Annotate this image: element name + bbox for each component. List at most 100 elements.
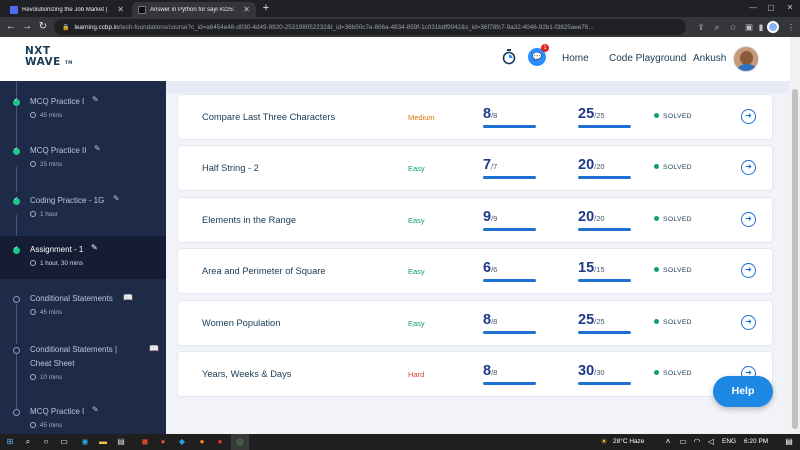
tray-chevron-icon[interactable]: ˄ <box>665 437 671 446</box>
nav-home-link[interactable]: Home <box>562 53 589 64</box>
points-max: /25 <box>594 317 605 326</box>
wifi-icon[interactable]: ◠ <box>693 437 701 446</box>
browser-tab-2[interactable]: Answer in Python for sayi #225: ✕ <box>132 2 256 17</box>
store-icon[interactable]: ▤ <box>117 437 125 446</box>
zoom-icon[interactable]: ⌕ <box>714 22 720 32</box>
office-icon[interactable]: ◼ <box>141 437 149 446</box>
maximize-icon[interactable]: ▢ <box>767 3 775 12</box>
solved-dot-icon <box>654 164 659 169</box>
file-explorer-icon[interactable]: ▬ <box>99 437 107 446</box>
new-tab-button[interactable]: + <box>262 2 270 14</box>
question-points: 30/30 <box>578 362 605 380</box>
sidebar-item-mcq-practice-1-b[interactable]: MCQ Practice I ✎ 45 mins <box>0 399 166 434</box>
sidebar-toggle-icon[interactable]: ▮ <box>758 22 764 32</box>
volume-icon[interactable]: ◁ <box>707 437 715 446</box>
status-badge: SOLVED <box>654 370 692 377</box>
open-question-arrow-icon[interactable]: ➜ <box>741 263 756 278</box>
question-points: 20/20 <box>578 208 605 226</box>
sidebar-item-label: MCQ Practice I <box>30 407 85 416</box>
minimize-icon[interactable]: — <box>749 3 757 12</box>
scrollbar-thumb[interactable] <box>792 89 798 429</box>
share-icon[interactable]: ⇪ <box>697 22 705 32</box>
tray-app-icon[interactable]: ▭ <box>679 437 687 446</box>
edge-icon[interactable]: ◉ <box>81 437 89 446</box>
sidebar-item-assignment-1[interactable]: Assignment - 1 ✎ 1 hour, 30 mins <box>0 236 166 279</box>
avatar[interactable] <box>733 46 759 72</box>
browser-tab-1[interactable]: Revolutionizing the Job Market | ✕ <box>4 2 130 17</box>
page-scrollbar[interactable] <box>790 37 800 434</box>
chrome-icon[interactable]: ◎ <box>236 437 244 446</box>
help-button[interactable]: Help <box>713 376 773 407</box>
question-row[interactable]: Years, Weeks & Days Hard 8/8 30/30 SOLVE… <box>177 351 773 397</box>
reload-icon[interactable]: ↻ <box>38 21 48 32</box>
question-row[interactable]: Elements in the Range Easy 9/9 20/20 SOL… <box>177 197 773 243</box>
question-row[interactable]: Area and Perimeter of Square Easy 6/6 15… <box>177 248 773 294</box>
question-points: 20/20 <box>578 156 605 174</box>
points-max: /15 <box>594 265 605 274</box>
question-row[interactable]: Compare Last Three Characters Medium 8/8… <box>177 94 773 140</box>
sidebar-item-duration: 25 mins <box>30 161 62 168</box>
score-progress-bar <box>483 279 536 282</box>
question-row[interactable]: Women Population Easy 8/8 25/25 SOLVED ➜ <box>177 300 773 346</box>
status-badge: SOLVED <box>654 267 692 274</box>
nav-code-playground-link[interactable]: Code Playground <box>609 53 687 64</box>
score-value: 7 <box>483 157 492 173</box>
windows-start-icon[interactable]: ⊞ <box>6 437 14 446</box>
sidebar-item-coding-practice-1g[interactable]: Coding Practice - 1G ✎ 1 hour <box>0 186 166 229</box>
sidebar-item-label: MCQ Practice II <box>30 146 87 155</box>
back-arrow-icon[interactable]: ← <box>6 21 16 32</box>
forward-arrow-icon[interactable]: → <box>22 21 32 32</box>
close-window-icon[interactable]: ✕ <box>786 3 794 12</box>
cortana-icon[interactable]: ○ <box>43 437 49 446</box>
score-progress-bar <box>483 382 536 385</box>
score-value: 6 <box>483 260 492 276</box>
pending-circle-icon <box>13 409 20 416</box>
menu-kebab-icon[interactable]: ⋮ <box>786 22 796 32</box>
bookmark-icon[interactable]: ☆ <box>729 22 737 32</box>
sidebar-item-duration: 45 mins <box>30 309 62 316</box>
tab-close-icon[interactable]: ✕ <box>117 5 124 14</box>
score-value: 8 <box>483 363 492 379</box>
firefox-icon[interactable]: ● <box>199 437 205 446</box>
clock-icon <box>30 422 36 428</box>
nxtwave-logo[interactable]: NXT WAVE TM <box>25 46 75 72</box>
stopwatch-icon[interactable] <box>502 49 516 65</box>
open-question-arrow-icon[interactable]: ➜ <box>741 212 756 227</box>
sidebar-item-mcq-practice-1[interactable]: MCQ Practice I ✎ 45 mins <box>0 83 166 126</box>
sidebar-item-conditional-statements-cheat-sheet[interactable]: Conditional Statements | Cheat Sheet 📖 1… <box>0 334 166 390</box>
open-question-arrow-icon[interactable]: ➜ <box>741 109 756 124</box>
discussion-icon[interactable]: 💬 <box>528 48 546 66</box>
sidebar-item-time: 45 mins <box>40 309 63 316</box>
profile-icon[interactable] <box>767 21 779 33</box>
app-icon[interactable]: ● <box>217 437 223 446</box>
tab-close-icon[interactable]: ✕ <box>243 5 250 14</box>
task-view-icon[interactable]: ▭ <box>60 437 68 446</box>
points-progress-bar <box>578 382 631 385</box>
question-title: Years, Weeks & Days <box>202 369 292 379</box>
user-name[interactable]: Ankush <box>693 53 727 64</box>
clock-icon <box>30 374 36 380</box>
clock-time[interactable]: 6:20 PM <box>744 438 769 445</box>
media-icon[interactable]: ● <box>160 437 166 446</box>
telegram-icon[interactable]: ◆ <box>178 437 186 446</box>
tab-title: Answer in Python for sayi #225: <box>150 6 235 13</box>
question-title: Half String - 2 <box>202 163 259 173</box>
weather-text[interactable]: 28°C Haze <box>613 438 645 445</box>
language-indicator[interactable]: ENG <box>722 438 737 445</box>
search-icon[interactable]: ⌕ <box>25 437 31 446</box>
sidebar-item-conditional-statements[interactable]: Conditional Statements 📖 45 mins <box>0 285 166 328</box>
tab-favicon-icon <box>138 5 146 14</box>
status-label: SOLVED <box>663 370 692 377</box>
open-question-arrow-icon[interactable]: ➜ <box>741 160 756 175</box>
open-question-arrow-icon[interactable]: ➜ <box>741 315 756 330</box>
sidebar-item-label: Coding Practice - 1G <box>30 196 105 205</box>
points-value: 30 <box>578 363 595 379</box>
url-host: learning.ccbp.in <box>74 23 119 31</box>
timeline-line <box>16 81 17 98</box>
sidebar-item-mcq-practice-2[interactable]: MCQ Practice II ✎ 25 mins <box>0 137 166 180</box>
question-row[interactable]: Half String - 2 Easy 7/7 20/20 SOLVED ➜ <box>177 145 773 191</box>
extensions-icon[interactable]: ▣ <box>744 22 754 32</box>
address-bar[interactable]: 🔒 learning.ccbp.in/tech-foundations/cour… <box>54 19 686 35</box>
notifications-icon[interactable]: ▤ <box>785 437 793 446</box>
score-max: /8 <box>491 317 498 326</box>
